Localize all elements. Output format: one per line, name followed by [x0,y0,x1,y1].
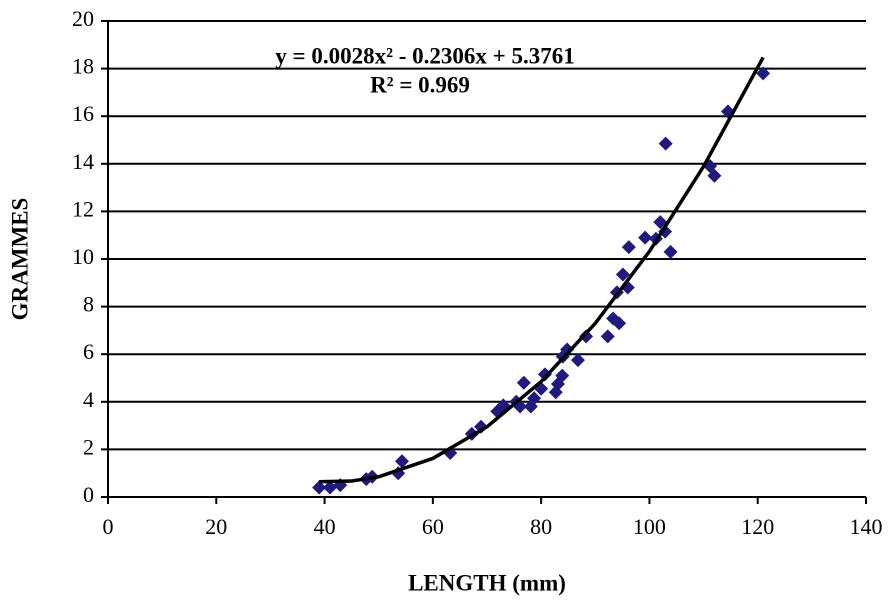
point [579,329,594,344]
y-tick-label: 0 [83,482,94,507]
point [474,419,489,434]
point [600,329,615,344]
point [658,136,673,151]
x-tick-label: 140 [850,514,883,539]
x-tick-label: 60 [422,514,444,539]
y-tick-label: 12 [72,196,94,221]
x-tick-label: 100 [633,514,666,539]
point [312,480,327,495]
point [638,230,653,245]
x-tick-label: 40 [314,514,336,539]
point [537,367,552,382]
trendline [319,56,765,484]
y-tick-label: 8 [83,292,94,317]
point [527,391,542,406]
y-axis-title: GRAMMES [7,198,32,321]
point [756,66,771,81]
point [707,168,722,183]
point [653,215,668,230]
point [560,342,575,357]
x-tick-label: 120 [741,514,774,539]
x-tick-label: 80 [530,514,552,539]
point [663,244,678,259]
y-tick-label: 16 [72,101,94,126]
y-tick-label: 20 [72,6,94,31]
y-tick-label: 6 [83,339,94,364]
point [570,353,585,368]
point [322,480,337,495]
x-tick-label: 0 [103,514,114,539]
point [555,368,570,383]
point [516,375,531,390]
point [612,316,627,331]
x-axis-title: LENGTH (mm) [408,570,566,595]
y-tick-label: 10 [72,244,94,269]
trendline-equation: y = 0.0028x² - 0.2306x + 5.3761 [275,43,575,68]
y-tick-label: 4 [83,387,94,412]
x-tick-label: 20 [205,514,227,539]
point [394,454,409,469]
r-squared: R² = 0.969 [370,72,470,97]
y-tick-label: 18 [72,54,94,79]
y-tick-label: 14 [72,149,94,174]
point [621,240,636,255]
point [615,267,630,282]
y-tick-label: 2 [83,434,94,459]
